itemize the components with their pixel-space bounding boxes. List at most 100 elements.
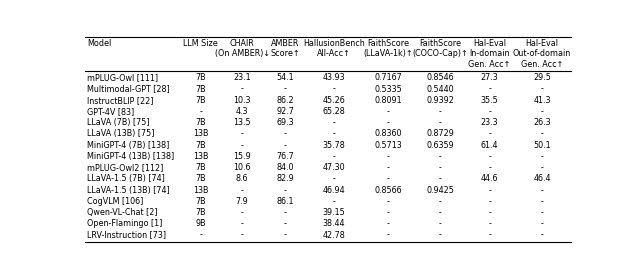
Text: 8.6: 8.6	[236, 174, 248, 183]
Text: mPLUG-Owl2 [112]: mPLUG-Owl2 [112]	[87, 163, 163, 172]
Text: 13B: 13B	[193, 130, 209, 138]
Text: mPLUG-Owl [111]: mPLUG-Owl [111]	[87, 73, 158, 82]
Text: 76.7: 76.7	[276, 152, 294, 161]
Text: MiniGPT-4 (13B) [138]: MiniGPT-4 (13B) [138]	[87, 152, 174, 161]
Text: 47.30: 47.30	[323, 163, 345, 172]
Text: 38.44: 38.44	[323, 219, 345, 228]
Text: -: -	[439, 118, 442, 127]
Text: (COCO-Cap)↑: (COCO-Cap)↑	[413, 49, 468, 58]
Text: Gen. Acc↑: Gen. Acc↑	[468, 60, 511, 69]
Text: LRV-Instruction [73]: LRV-Instruction [73]	[87, 231, 166, 240]
Text: -: -	[332, 130, 335, 138]
Text: 92.7: 92.7	[276, 107, 294, 116]
Text: Hal-Eval: Hal-Eval	[525, 39, 559, 48]
Text: 39.15: 39.15	[323, 208, 345, 217]
Text: -: -	[387, 118, 390, 127]
Text: -: -	[541, 231, 543, 240]
Text: -: -	[284, 186, 287, 195]
Text: 7B: 7B	[195, 96, 206, 105]
Text: 7.9: 7.9	[236, 197, 248, 206]
Text: 0.8729: 0.8729	[426, 130, 454, 138]
Text: CHAIR: CHAIR	[230, 39, 255, 48]
Text: 82.9: 82.9	[276, 174, 294, 183]
Text: -: -	[387, 219, 390, 228]
Text: -: -	[387, 163, 390, 172]
Text: -: -	[284, 219, 287, 228]
Text: 7B: 7B	[195, 118, 206, 127]
Text: LLaVA (13B) [75]: LLaVA (13B) [75]	[87, 130, 154, 138]
Text: (On AMBER)↓: (On AMBER)↓	[214, 49, 269, 58]
Text: -: -	[387, 197, 390, 206]
Text: -: -	[488, 186, 491, 195]
Text: 0.9425: 0.9425	[426, 186, 454, 195]
Text: -: -	[387, 174, 390, 183]
Text: 50.1: 50.1	[533, 141, 551, 150]
Text: AMBER: AMBER	[271, 39, 300, 48]
Text: All-Acc↑: All-Acc↑	[317, 49, 351, 58]
Text: FaithScore: FaithScore	[419, 39, 461, 48]
Text: -: -	[541, 84, 543, 93]
Text: -: -	[332, 197, 335, 206]
Text: -: -	[241, 231, 244, 240]
Text: 86.1: 86.1	[276, 197, 294, 206]
Text: -: -	[439, 231, 442, 240]
Text: -: -	[439, 174, 442, 183]
Text: 69.3: 69.3	[276, 118, 294, 127]
Text: 45.26: 45.26	[323, 96, 345, 105]
Text: 10.6: 10.6	[234, 163, 251, 172]
Text: 15.9: 15.9	[234, 152, 251, 161]
Text: -: -	[541, 107, 543, 116]
Text: 0.6359: 0.6359	[426, 141, 454, 150]
Text: 13B: 13B	[193, 186, 209, 195]
Text: -: -	[439, 208, 442, 217]
Text: -: -	[284, 130, 287, 138]
Text: -: -	[241, 84, 244, 93]
Text: -: -	[488, 130, 491, 138]
Text: 26.3: 26.3	[533, 118, 551, 127]
Text: 0.9392: 0.9392	[426, 96, 454, 105]
Text: -: -	[488, 107, 491, 116]
Text: -: -	[488, 152, 491, 161]
Text: -: -	[488, 197, 491, 206]
Text: HallusionBench: HallusionBench	[303, 39, 365, 48]
Text: Open-Flamingo [1]: Open-Flamingo [1]	[87, 219, 163, 228]
Text: -: -	[241, 186, 244, 195]
Text: CogVLM [106]: CogVLM [106]	[87, 197, 143, 206]
Text: -: -	[332, 84, 335, 93]
Text: 7B: 7B	[195, 174, 206, 183]
Text: (LLaVA-1k)↑: (LLaVA-1k)↑	[364, 49, 413, 58]
Text: -: -	[241, 141, 244, 150]
Text: 43.93: 43.93	[323, 73, 345, 82]
Text: 0.8546: 0.8546	[427, 73, 454, 82]
Text: 84.0: 84.0	[276, 163, 294, 172]
Text: 29.5: 29.5	[533, 73, 551, 82]
Text: 54.1: 54.1	[276, 73, 294, 82]
Text: 0.5713: 0.5713	[374, 141, 402, 150]
Text: 86.2: 86.2	[276, 96, 294, 105]
Text: -: -	[541, 152, 543, 161]
Text: -: -	[541, 219, 543, 228]
Text: -: -	[488, 208, 491, 217]
Text: 7B: 7B	[195, 141, 206, 150]
Text: -: -	[488, 231, 491, 240]
Text: FaithScore: FaithScore	[367, 39, 410, 48]
Text: GPT-4V [83]: GPT-4V [83]	[87, 107, 134, 116]
Text: 10.3: 10.3	[234, 96, 251, 105]
Text: -: -	[541, 197, 543, 206]
Text: 13.5: 13.5	[234, 118, 251, 127]
Text: -: -	[241, 130, 244, 138]
Text: LLaVA (7B) [75]: LLaVA (7B) [75]	[87, 118, 150, 127]
Text: 35.5: 35.5	[481, 96, 499, 105]
Text: Score↑: Score↑	[270, 49, 300, 58]
Text: -: -	[199, 107, 202, 116]
Text: -: -	[284, 208, 287, 217]
Text: Qwen-VL-Chat [2]: Qwen-VL-Chat [2]	[87, 208, 157, 217]
Text: -: -	[387, 152, 390, 161]
Text: -: -	[488, 163, 491, 172]
Text: Multimodal-GPT [28]: Multimodal-GPT [28]	[87, 84, 170, 93]
Text: LLaVA-1.5 (13B) [74]: LLaVA-1.5 (13B) [74]	[87, 186, 170, 195]
Text: LLM Size: LLM Size	[183, 39, 218, 48]
Text: -: -	[332, 118, 335, 127]
Text: 61.4: 61.4	[481, 141, 499, 150]
Text: 23.3: 23.3	[481, 118, 499, 127]
